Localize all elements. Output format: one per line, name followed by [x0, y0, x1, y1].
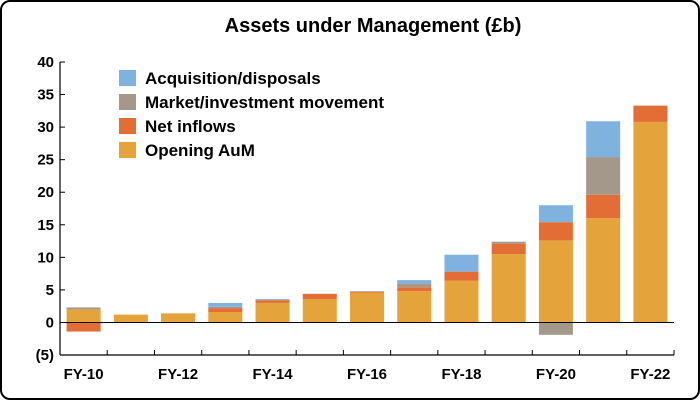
bar-opening-aum-fy-14	[255, 302, 290, 323]
y-tick-label: 25	[37, 152, 54, 169]
bar-opening-aum-fy-21	[586, 218, 621, 323]
x-tick-label: FY-10	[64, 366, 104, 383]
axes-layer: (5) 0 5 10 15 20 25 30 35 40 FY-10 FY-12 FY-14 FY-16 F…	[36, 54, 675, 383]
bar-market-investment-movement-fy-20	[538, 322, 573, 335]
bar-opening-aum-fy-16	[350, 292, 385, 323]
x-tick-label: FY-14	[253, 366, 294, 383]
x-tick-label: FY-22	[630, 366, 670, 383]
bar-net-inflows-fy-22	[633, 105, 668, 122]
x-tick-label: FY-20	[536, 366, 576, 383]
bar-opening-aum-fy-12	[161, 313, 196, 323]
bar-market-investment-movement-fy-14	[255, 299, 290, 301]
y-tick-label: 30	[37, 119, 54, 136]
legend-swatch-opening-aum	[119, 142, 136, 158]
x-tick-label: FY-18	[441, 366, 481, 383]
bar-market-investment-movement-fy-17	[397, 283, 432, 288]
y-tick-label: 0	[46, 314, 54, 331]
bar-market-investment-movement-fy-16	[350, 291, 385, 292]
legend-label-acquisition-disposals: Acquisition/disposals	[145, 69, 321, 88]
bar-opening-aum-fy-22	[633, 121, 668, 323]
bar-opening-aum-fy-11	[113, 314, 148, 323]
y-tick-label: 20	[37, 184, 54, 201]
bar-net-inflows-fy-21	[586, 194, 621, 219]
bar-net-inflows-fy-20	[538, 222, 573, 241]
bar-market-investment-movement-fy-10	[66, 307, 101, 310]
bar-acquisition-disposals-fy-17	[397, 280, 432, 284]
legend-label-market-investment-movement: Market/investment movement	[145, 93, 384, 112]
legend-swatch-acquisition-disposals	[119, 70, 136, 86]
bar-net-inflows-fy-13	[208, 308, 243, 313]
y-tick-label: 10	[37, 249, 54, 266]
bar-acquisition-disposals-fy-13	[208, 302, 243, 307]
bar-acquisition-disposals-fy-21	[586, 121, 621, 158]
bar-acquisition-disposals-fy-18	[444, 254, 479, 272]
bar-opening-aum-fy-18	[444, 280, 479, 323]
bar-opening-aum-fy-20	[538, 240, 573, 323]
bar-net-inflows-fy-19	[491, 243, 526, 255]
legend-swatch-net-inflows	[119, 118, 136, 134]
bar-net-inflows-fy-15	[302, 293, 337, 300]
y-tick-label: (5)	[36, 347, 54, 364]
bar-opening-aum-fy-13	[208, 312, 243, 323]
legend-label-net-inflows: Net inflows	[145, 117, 236, 136]
y-tick-label: 40	[37, 54, 54, 71]
legend-label-opening-aum: Opening AuM	[145, 141, 255, 160]
bar-net-inflows-fy-18	[444, 271, 479, 281]
bar-market-investment-movement-fy-19	[491, 241, 526, 244]
y-tick-label: 35	[37, 87, 54, 104]
bar-market-investment-movement-fy-13	[208, 306, 243, 309]
y-tick-label: 5	[46, 282, 54, 299]
bar-opening-aum-fy-19	[491, 254, 526, 323]
x-tick-label: FY-12	[158, 366, 198, 383]
x-tick-label: FY-16	[347, 366, 387, 383]
bar-net-inflows-fy-16	[350, 291, 385, 293]
y-tick-label: 15	[37, 217, 54, 234]
legend-swatch-market-investment-movement	[119, 94, 136, 110]
bar-net-inflows-fy-10	[66, 322, 101, 332]
chart-title: Assets under Management (£b)	[225, 15, 522, 37]
bar-opening-aum-fy-10	[66, 309, 101, 323]
bar-opening-aum-fy-17	[397, 291, 432, 323]
bar-opening-aum-fy-15	[302, 299, 337, 323]
bar-market-investment-movement-fy-21	[586, 157, 621, 195]
bar-layer	[66, 105, 668, 335]
bar-net-inflows-fy-14	[255, 300, 290, 303]
bar-net-inflows-fy-17	[397, 287, 432, 292]
bar-acquisition-disposals-fy-14	[255, 299, 290, 300]
bar-acquisition-disposals-fy-20	[538, 205, 573, 223]
legend: Acquisition/disposals Market/investment m…	[119, 69, 384, 160]
